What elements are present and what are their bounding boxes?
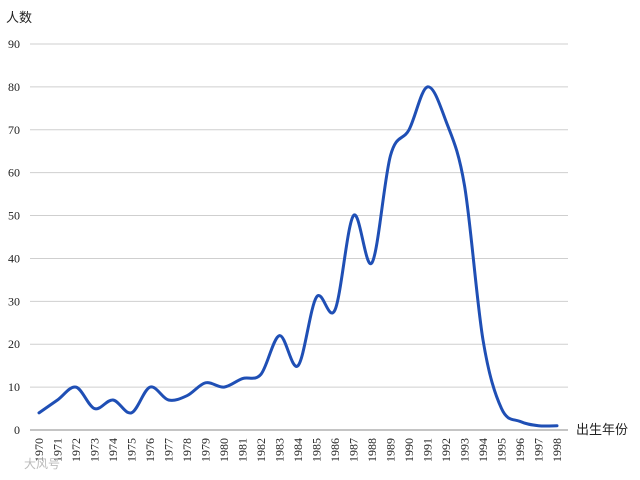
x-tick-label: 1974 xyxy=(106,438,120,462)
x-tick-label: 1977 xyxy=(162,438,176,462)
y-axis-label: 人数 xyxy=(6,11,32,26)
x-tick-label: 1973 xyxy=(88,438,102,462)
x-tick-label: 1970 xyxy=(32,438,46,462)
x-tick-label: 1982 xyxy=(254,438,268,462)
grid-lines xyxy=(30,43,568,431)
y-tick-label: 10 xyxy=(8,380,20,394)
x-tick-label: 1971 xyxy=(51,438,65,462)
x-tick-label: 1976 xyxy=(143,438,157,462)
x-axis-label: 出生年份 xyxy=(576,423,628,438)
x-tick-label: 1989 xyxy=(384,438,398,462)
x-tick-label: 1996 xyxy=(513,438,527,462)
x-tick-label: 1975 xyxy=(125,438,139,462)
x-tick-label: 1997 xyxy=(532,438,546,462)
y-tick-labels: 0 10 20 30 40 50 60 70 80 90 xyxy=(8,37,20,437)
x-tick-label: 1994 xyxy=(476,438,490,462)
x-tick-label: 1972 xyxy=(69,438,83,462)
x-tick-label: 1987 xyxy=(347,438,361,462)
x-tick-label: 1980 xyxy=(217,438,231,462)
y-tick-label: 40 xyxy=(8,251,20,265)
x-tick-label: 1978 xyxy=(180,438,194,462)
y-tick-label: 60 xyxy=(8,166,20,180)
x-tick-label: 1983 xyxy=(273,438,287,462)
y-tick-label: 70 xyxy=(8,123,20,137)
x-tick-label: 1988 xyxy=(365,438,379,462)
x-tick-label: 1981 xyxy=(236,438,250,462)
x-tick-label: 1998 xyxy=(550,438,564,462)
x-tick-label: 1991 xyxy=(421,438,435,462)
y-tick-label: 80 xyxy=(8,80,20,94)
y-tick-label: 90 xyxy=(8,37,20,51)
y-tick-label: 0 xyxy=(14,423,20,437)
series-line xyxy=(37,85,559,428)
x-tick-label: 1979 xyxy=(199,438,213,462)
y-tick-label: 30 xyxy=(8,294,20,308)
x-tick-label: 1992 xyxy=(439,438,453,462)
x-tick-label: 1995 xyxy=(495,438,509,462)
x-tick-label: 1990 xyxy=(402,438,416,462)
watermark-text: 大风号 xyxy=(24,457,60,471)
x-tick-label: 1993 xyxy=(458,438,472,462)
y-tick-label: 50 xyxy=(8,209,20,223)
x-tick-label: 1984 xyxy=(291,438,305,462)
x-tick-labels: 1970 1971 1972 1973 1974 1975 1976 1977 1978 1979… xyxy=(32,438,564,462)
y-tick-label: 20 xyxy=(8,337,20,351)
x-tick-label: 1986 xyxy=(328,438,342,462)
x-tick-label: 1985 xyxy=(310,438,324,462)
